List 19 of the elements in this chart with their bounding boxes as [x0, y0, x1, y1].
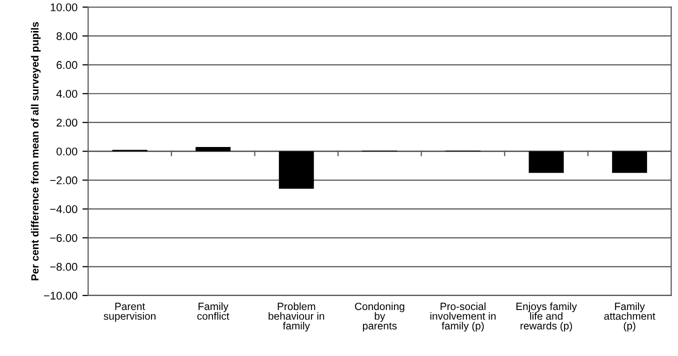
- y-tick-label: −4.00: [50, 205, 78, 214]
- y-tick-label: 2.00: [56, 118, 78, 127]
- y-axis-title: Per cent difference from mean of all surveyed pupils: [30, 22, 41, 280]
- y-tick-label: 0.00: [56, 148, 78, 156]
- x-tick-label: Enjoys family life and rewards (p): [516, 302, 577, 332]
- y-tick-label: −2.00: [50, 176, 78, 184]
- y-tick-label: −8.00: [50, 262, 78, 271]
- x-tick-label: Condoning by parents: [355, 302, 404, 332]
- y-tick-label: −6.00: [50, 234, 78, 242]
- y-tick-label: 6.00: [56, 61, 78, 69]
- y-tick-label: −10.00: [44, 292, 78, 300]
- y-tick-label: 4.00: [56, 90, 78, 98]
- x-tick-label: Family attachment (p): [604, 302, 656, 332]
- x-tick-label: Family conflict: [197, 302, 230, 320]
- x-tick-label: Pro-social involvement in family (p): [430, 302, 496, 332]
- y-tick-label: 10.00: [50, 3, 78, 12]
- x-tick-label: Parent supervision: [104, 302, 156, 322]
- x-tick-label: Problem behaviour in family: [268, 302, 324, 332]
- y-tick-label: 8.00: [56, 32, 78, 40]
